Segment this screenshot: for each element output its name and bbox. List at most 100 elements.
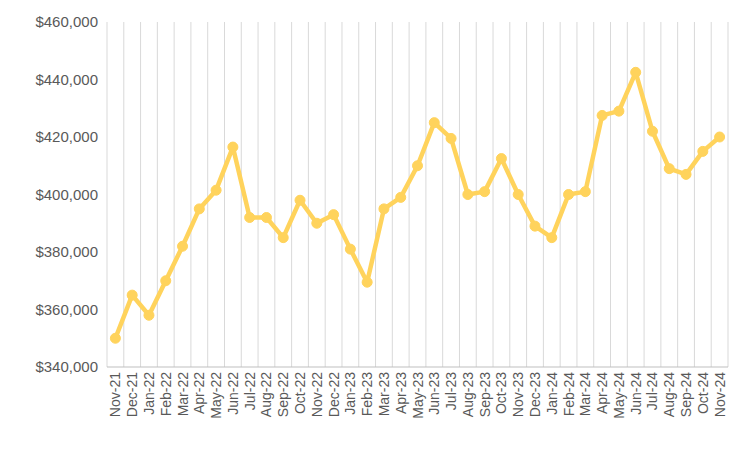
marker [345,244,355,254]
x-tick-label: Nov-24 [712,372,728,417]
grid-line [207,22,208,367]
x-tick-label: May-23 [410,372,426,419]
grid-line [644,22,645,367]
x-tick-label: Jan-24 [544,372,560,415]
grid-line [543,22,544,367]
x-tick-label: Feb-23 [359,372,375,417]
grid-line [627,22,628,367]
y-tick-label: $440,000 [35,71,98,88]
grid-line [140,22,141,367]
marker [396,192,406,202]
x-tick-label: May-22 [208,372,224,419]
grid-line [560,22,561,367]
line [115,72,719,338]
grid-line [526,22,527,367]
marker [110,333,120,343]
x-tick-label: Mar-24 [577,372,593,417]
x-axis-line [107,367,728,368]
grid-line [274,22,275,367]
grid-line [593,22,594,367]
marker [413,161,423,171]
y-tick-label: $360,000 [35,301,98,318]
y-tick-label: $400,000 [35,186,98,203]
x-tick-label: Nov-23 [510,372,526,417]
marker [228,142,238,152]
x-tick-label: Apr-23 [393,372,409,414]
x-tick-label: Jan-22 [141,372,157,415]
grid-line [375,22,376,367]
marker [211,185,221,195]
x-tick-label: Apr-22 [191,372,207,414]
x-tick-label: May-24 [611,372,627,419]
grid-line [392,22,393,367]
y-tick-label: $420,000 [35,128,98,145]
x-tick-label: Jun-23 [426,372,442,415]
x-axis: Nov-21Dec-21Jan-22Feb-22Mar-22Apr-22May-… [107,372,727,419]
marker [312,218,322,228]
marker [295,195,305,205]
grid-line [157,22,158,367]
x-tick-label: Aug-23 [460,372,476,417]
x-tick-label: Jul-23 [443,372,459,410]
grid [107,22,728,367]
marker [127,290,137,300]
marker [631,67,641,77]
marker [144,310,154,320]
x-tick-label: Jun-24 [628,372,644,415]
x-tick-label: Jan-23 [342,372,358,415]
marker [664,164,674,174]
chart: $340,000$360,000$380,000$400,000$420,000… [0,0,750,450]
grid-line [459,22,460,367]
x-tick-label: Mar-22 [175,372,191,417]
grid-line [509,22,510,367]
marker [614,106,624,116]
grid-line [107,22,108,367]
grid-line [258,22,259,367]
marker [161,276,171,286]
grid-line [728,22,729,367]
y-axis: $340,000$360,000$380,000$400,000$420,000… [35,13,98,375]
x-tick-label: Aug-24 [661,372,677,417]
grid-line [694,22,695,367]
series [110,67,724,343]
marker [480,187,490,197]
marker [278,233,288,243]
marker [564,190,574,200]
grid-line [425,22,426,367]
grid-line [442,22,443,367]
grid-line [660,22,661,367]
grid-line [610,22,611,367]
x-tick-label: Mar-23 [376,372,392,417]
x-tick-label: Nov-21 [107,372,123,417]
x-tick-label: Nov-22 [309,372,325,417]
marker [329,210,339,220]
marker [178,241,188,251]
grid-line [493,22,494,367]
x-tick-label: Sep-23 [477,372,493,417]
x-tick-label: Aug-22 [258,372,274,417]
marker [496,154,506,164]
x-tick-label: Jul-24 [644,372,660,410]
x-tick-label: Jun-22 [225,372,241,415]
marker [681,169,691,179]
marker [547,233,557,243]
marker [446,133,456,143]
grid-line [308,22,309,367]
grid-line [190,22,191,367]
marker [362,277,372,287]
x-tick-label: Jul-22 [242,372,258,410]
marker [379,204,389,214]
x-tick-label: Oct-24 [695,372,711,414]
x-tick-label: Oct-22 [292,372,308,414]
x-tick-label: Dec-21 [124,372,140,417]
grid-line [241,22,242,367]
x-tick-label: Feb-22 [158,372,174,417]
grid-line [325,22,326,367]
x-tick-label: Oct-23 [493,372,509,414]
grid-line [409,22,410,367]
marker [580,187,590,197]
grid-line [711,22,712,367]
x-tick-label: Dec-23 [527,372,543,417]
marker [698,146,708,156]
marker [429,118,439,128]
